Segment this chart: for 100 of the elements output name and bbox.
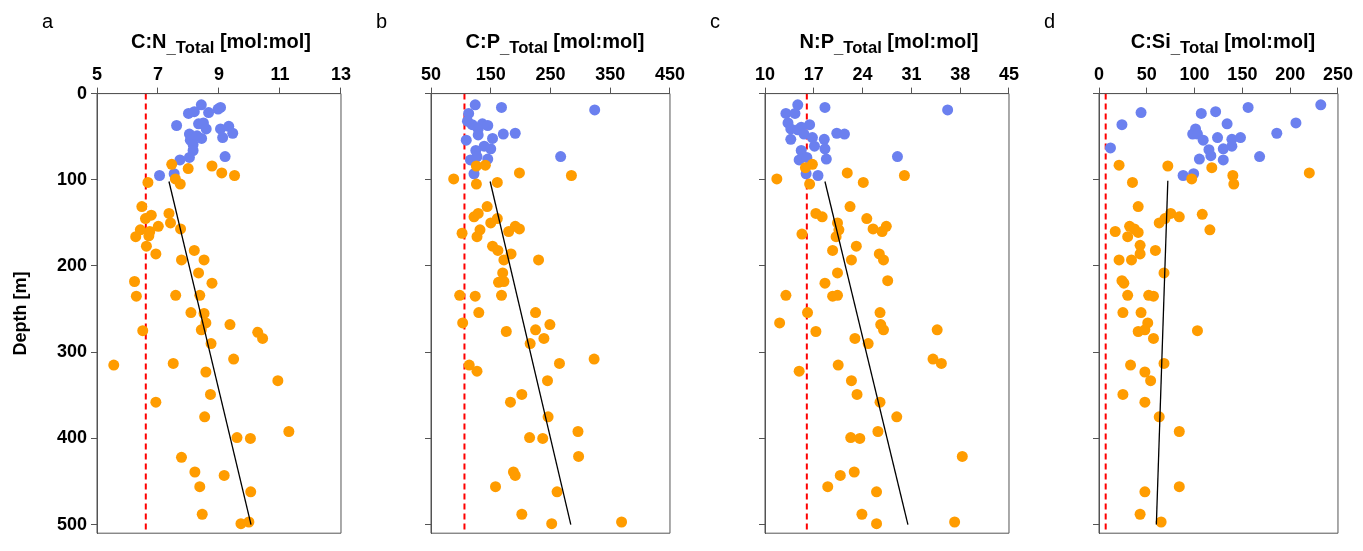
point: [206, 277, 218, 289]
x-tick-label: 11: [270, 63, 290, 84]
x-tick-label: 7: [152, 63, 164, 84]
point: [789, 107, 801, 119]
point: [457, 317, 469, 329]
point: [471, 151, 483, 163]
point: [845, 254, 857, 266]
point: [509, 127, 521, 139]
point: [1117, 307, 1129, 319]
point: [1135, 107, 1147, 119]
x-tick-label: 38: [950, 63, 971, 84]
point: [188, 106, 200, 118]
point: [283, 425, 295, 437]
point: [876, 226, 888, 238]
point: [175, 254, 187, 266]
x-tick-label: 24: [852, 63, 873, 84]
point: [530, 307, 542, 319]
point: [796, 228, 808, 240]
point: [1193, 153, 1205, 165]
x-tick-label: 31: [901, 63, 922, 84]
point: [228, 353, 240, 365]
x-tick-label: 45: [998, 63, 1019, 84]
point: [130, 290, 142, 302]
point: [524, 432, 536, 444]
point: [456, 227, 468, 239]
point: [516, 508, 528, 520]
point: [448, 173, 460, 185]
text: c: [710, 10, 720, 33]
point: [538, 332, 550, 344]
y-tick-label: 400: [56, 427, 87, 448]
point: [473, 307, 485, 319]
point: [1139, 396, 1151, 408]
point: [818, 133, 830, 145]
point: [1122, 289, 1134, 301]
x-tick-label: 13: [330, 63, 351, 84]
point: [1212, 132, 1224, 144]
x-tick-label: 5: [91, 63, 103, 84]
point: [542, 375, 554, 387]
point: [1315, 99, 1327, 111]
point: [871, 518, 883, 530]
point: [1210, 106, 1222, 118]
point: [491, 176, 503, 188]
point: [1206, 162, 1218, 174]
point: [810, 326, 822, 337]
x-tick-label: 0: [1093, 63, 1105, 84]
point: [1126, 254, 1137, 266]
point: [217, 132, 229, 144]
point: [154, 169, 166, 181]
point: [956, 450, 968, 462]
point: [822, 481, 834, 493]
point: [1173, 211, 1185, 223]
x-tick-label: 150: [475, 63, 506, 84]
point: [1116, 119, 1128, 131]
point: [196, 132, 208, 144]
point: [206, 160, 218, 172]
x-tick-label: 450: [654, 63, 686, 84]
text: a: [42, 10, 54, 33]
point: [503, 226, 515, 238]
point: [1126, 176, 1138, 188]
point: [827, 244, 839, 256]
x-tick-label: 100: [1179, 63, 1210, 84]
point: [1104, 142, 1116, 154]
point: [182, 163, 194, 175]
point: [537, 432, 549, 444]
y-tick-label: 500: [56, 513, 87, 534]
point: [204, 388, 216, 400]
point: [802, 307, 814, 319]
point: [820, 153, 832, 165]
point: [231, 432, 243, 444]
chart-title: C:Si$_{_Total}$ [mol:mol]: [1129, 30, 1317, 58]
point: [199, 411, 211, 423]
x-tick-label: 150: [1227, 63, 1258, 84]
x-tick-label: 250: [1322, 63, 1354, 84]
point: [1173, 481, 1185, 493]
point: [533, 254, 545, 266]
point: [150, 248, 162, 260]
point: [245, 486, 257, 498]
point: [1162, 160, 1174, 172]
point: [785, 133, 797, 145]
point: [771, 173, 783, 185]
point: [1113, 254, 1125, 266]
point: [878, 254, 890, 266]
point: [244, 432, 256, 444]
point: [130, 231, 142, 243]
point: [200, 123, 212, 135]
point: [812, 169, 824, 181]
point: [1134, 508, 1146, 520]
point: [485, 217, 497, 229]
chart-title: N:P$_{_Total}$ [mol:mol]: [799, 30, 979, 57]
point: [1195, 107, 1207, 119]
x-tick-label: 50: [420, 63, 442, 84]
point: [891, 151, 903, 163]
point: [935, 357, 947, 369]
chart-title: C:N$_{_Total}$ [mol:mol]: [130, 30, 312, 57]
point: [857, 176, 869, 188]
point: [1149, 244, 1161, 256]
point: [572, 425, 584, 437]
point: [874, 307, 886, 319]
point: [108, 359, 120, 371]
point: [193, 267, 205, 279]
